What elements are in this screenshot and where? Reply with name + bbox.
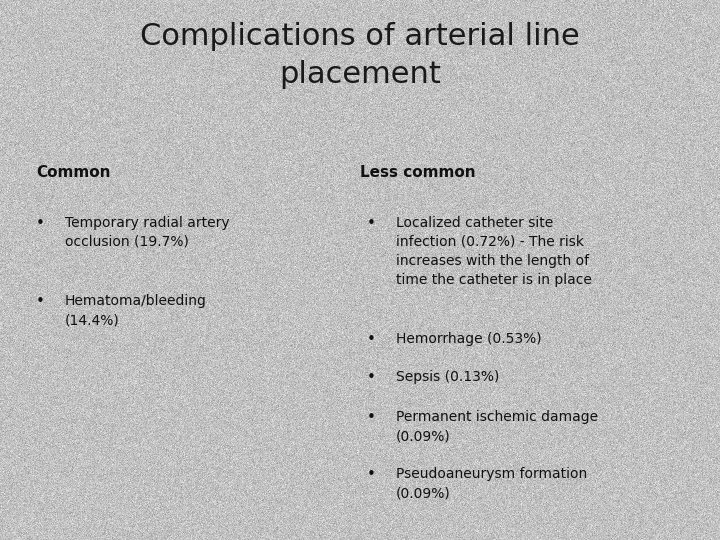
Text: Less common: Less common	[360, 165, 476, 180]
Text: •: •	[367, 216, 376, 231]
Text: Sepsis (0.13%): Sepsis (0.13%)	[396, 370, 500, 384]
Text: Pseudoaneurysm formation
(0.09%): Pseudoaneurysm formation (0.09%)	[396, 467, 588, 500]
Text: Permanent ischemic damage
(0.09%): Permanent ischemic damage (0.09%)	[396, 410, 598, 443]
Text: Common: Common	[36, 165, 110, 180]
Text: •: •	[367, 467, 376, 482]
Text: Localized catheter site
infection (0.72%) - The risk
increases with the length o: Localized catheter site infection (0.72%…	[396, 216, 592, 287]
Text: •: •	[367, 410, 376, 426]
Text: •: •	[367, 332, 376, 347]
Text: •: •	[367, 370, 376, 385]
Text: •: •	[36, 216, 45, 231]
Text: Hematoma/bleeding
(14.4%): Hematoma/bleeding (14.4%)	[65, 294, 207, 327]
Text: Hemorrhage (0.53%): Hemorrhage (0.53%)	[396, 332, 541, 346]
Text: Complications of arterial line
placement: Complications of arterial line placement	[140, 22, 580, 89]
Text: •: •	[36, 294, 45, 309]
Text: Temporary radial artery
occlusion (19.7%): Temporary radial artery occlusion (19.7%…	[65, 216, 230, 249]
